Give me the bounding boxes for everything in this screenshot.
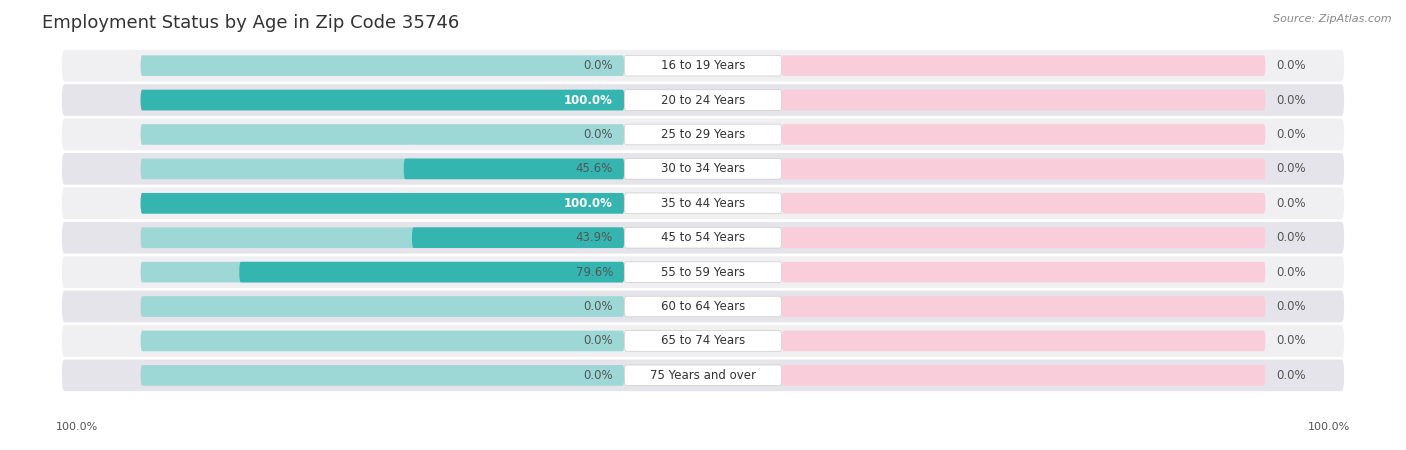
FancyBboxPatch shape bbox=[624, 227, 782, 248]
FancyBboxPatch shape bbox=[239, 262, 624, 283]
FancyBboxPatch shape bbox=[624, 124, 782, 145]
Text: 0.0%: 0.0% bbox=[583, 300, 613, 313]
FancyBboxPatch shape bbox=[782, 262, 1265, 283]
FancyBboxPatch shape bbox=[624, 262, 782, 283]
FancyBboxPatch shape bbox=[782, 331, 1265, 351]
Text: 0.0%: 0.0% bbox=[1277, 94, 1306, 107]
Text: Source: ZipAtlas.com: Source: ZipAtlas.com bbox=[1274, 14, 1392, 23]
FancyBboxPatch shape bbox=[141, 55, 624, 76]
FancyBboxPatch shape bbox=[782, 227, 1265, 248]
FancyBboxPatch shape bbox=[62, 291, 1344, 322]
FancyBboxPatch shape bbox=[62, 153, 1344, 184]
FancyBboxPatch shape bbox=[782, 55, 1265, 76]
Text: 0.0%: 0.0% bbox=[1277, 334, 1306, 347]
Text: 25 to 29 Years: 25 to 29 Years bbox=[661, 128, 745, 141]
FancyBboxPatch shape bbox=[141, 90, 624, 110]
FancyBboxPatch shape bbox=[624, 193, 782, 214]
Text: 16 to 19 Years: 16 to 19 Years bbox=[661, 59, 745, 72]
Text: 0.0%: 0.0% bbox=[1277, 128, 1306, 141]
Text: 43.9%: 43.9% bbox=[576, 231, 613, 244]
Text: 0.0%: 0.0% bbox=[1277, 59, 1306, 72]
FancyBboxPatch shape bbox=[62, 360, 1344, 391]
FancyBboxPatch shape bbox=[62, 50, 1344, 81]
FancyBboxPatch shape bbox=[141, 227, 624, 248]
FancyBboxPatch shape bbox=[624, 55, 782, 76]
FancyBboxPatch shape bbox=[62, 325, 1344, 357]
FancyBboxPatch shape bbox=[624, 158, 782, 179]
FancyBboxPatch shape bbox=[412, 227, 624, 248]
FancyBboxPatch shape bbox=[141, 365, 624, 386]
Text: 45 to 54 Years: 45 to 54 Years bbox=[661, 231, 745, 244]
Text: 35 to 44 Years: 35 to 44 Years bbox=[661, 197, 745, 210]
FancyBboxPatch shape bbox=[141, 124, 624, 145]
FancyBboxPatch shape bbox=[62, 84, 1344, 116]
Text: 30 to 34 Years: 30 to 34 Years bbox=[661, 162, 745, 176]
FancyBboxPatch shape bbox=[782, 90, 1265, 110]
Text: 0.0%: 0.0% bbox=[1277, 369, 1306, 382]
FancyBboxPatch shape bbox=[141, 90, 624, 110]
FancyBboxPatch shape bbox=[141, 193, 624, 214]
FancyBboxPatch shape bbox=[141, 262, 624, 283]
FancyBboxPatch shape bbox=[624, 331, 782, 351]
FancyBboxPatch shape bbox=[782, 193, 1265, 214]
Text: 65 to 74 Years: 65 to 74 Years bbox=[661, 334, 745, 347]
Text: 0.0%: 0.0% bbox=[583, 334, 613, 347]
Legend: In Labor Force, Unemployed: In Labor Force, Unemployed bbox=[589, 445, 817, 450]
Text: 0.0%: 0.0% bbox=[1277, 266, 1306, 279]
Text: 20 to 24 Years: 20 to 24 Years bbox=[661, 94, 745, 107]
FancyBboxPatch shape bbox=[782, 124, 1265, 145]
FancyBboxPatch shape bbox=[62, 119, 1344, 150]
FancyBboxPatch shape bbox=[62, 188, 1344, 219]
FancyBboxPatch shape bbox=[62, 222, 1344, 253]
Text: 100.0%: 100.0% bbox=[56, 422, 98, 432]
Text: 75 Years and over: 75 Years and over bbox=[650, 369, 756, 382]
FancyBboxPatch shape bbox=[624, 365, 782, 386]
Text: 79.6%: 79.6% bbox=[575, 266, 613, 279]
Text: 100.0%: 100.0% bbox=[1308, 422, 1350, 432]
Text: 100.0%: 100.0% bbox=[564, 197, 613, 210]
FancyBboxPatch shape bbox=[404, 158, 624, 179]
Text: 0.0%: 0.0% bbox=[1277, 300, 1306, 313]
FancyBboxPatch shape bbox=[782, 296, 1265, 317]
Text: 0.0%: 0.0% bbox=[1277, 197, 1306, 210]
Text: Employment Status by Age in Zip Code 35746: Employment Status by Age in Zip Code 357… bbox=[42, 14, 460, 32]
FancyBboxPatch shape bbox=[141, 331, 624, 351]
Text: 0.0%: 0.0% bbox=[1277, 231, 1306, 244]
FancyBboxPatch shape bbox=[141, 296, 624, 317]
Text: 100.0%: 100.0% bbox=[564, 94, 613, 107]
FancyBboxPatch shape bbox=[782, 365, 1265, 386]
Text: 55 to 59 Years: 55 to 59 Years bbox=[661, 266, 745, 279]
FancyBboxPatch shape bbox=[624, 296, 782, 317]
Text: 0.0%: 0.0% bbox=[1277, 162, 1306, 176]
FancyBboxPatch shape bbox=[141, 158, 624, 179]
Text: 0.0%: 0.0% bbox=[583, 369, 613, 382]
FancyBboxPatch shape bbox=[782, 158, 1265, 179]
FancyBboxPatch shape bbox=[62, 256, 1344, 288]
Text: 60 to 64 Years: 60 to 64 Years bbox=[661, 300, 745, 313]
Text: 0.0%: 0.0% bbox=[583, 59, 613, 72]
Text: 45.6%: 45.6% bbox=[576, 162, 613, 176]
FancyBboxPatch shape bbox=[141, 193, 624, 214]
Text: 0.0%: 0.0% bbox=[583, 128, 613, 141]
FancyBboxPatch shape bbox=[624, 90, 782, 110]
